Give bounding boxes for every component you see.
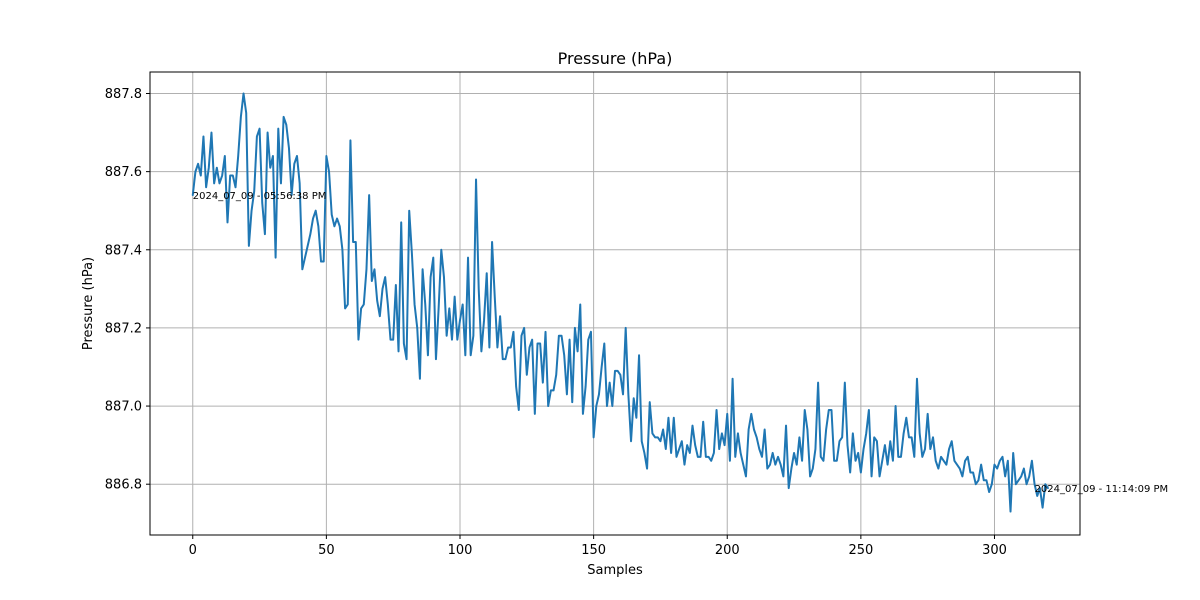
x-axis: 0 50 100 150 200 250 300 [189,535,1007,558]
y-axis: 886.8 887.0 887.2 887.4 887.6 887.8 [105,87,150,493]
plot-frame [149,71,1081,536]
timestamp-annotation: 2024_07_09 - 05:56:38 PM [193,191,327,202]
annotations: 2024_07_09 - 05:56:38 PM 2024_07_09 - 11:… [193,191,1168,495]
y-axis-label: Pressure (hPa) [81,257,96,350]
x-tick-label: 100 [448,543,473,558]
x-tick-label: 50 [318,543,335,558]
y-tick-label: 887.0 [105,400,142,415]
timestamp-annotation: 2024_07_09 - 11:14:09 PM [1035,484,1169,495]
x-tick-label: 200 [715,543,740,558]
y-tick-label: 887.6 [105,165,142,180]
x-tick-label: 300 [982,543,1007,558]
x-gridlines [192,72,995,535]
x-tick-label: 250 [848,543,873,558]
x-axis-label: Samples [587,563,643,578]
x-tick-label: 150 [581,543,606,558]
y-tick-label: 887.4 [105,243,142,258]
y-gridlines [150,92,1080,485]
y-tick-label: 886.8 [105,478,142,493]
pressure-series-line [191,92,1049,513]
x-tick-label: 0 [189,543,197,558]
y-tick-label: 887.8 [105,87,142,102]
y-tick-label: 887.2 [105,321,142,336]
series-layer [191,92,1049,513]
chart-title: Pressure (hPa) [558,49,673,68]
